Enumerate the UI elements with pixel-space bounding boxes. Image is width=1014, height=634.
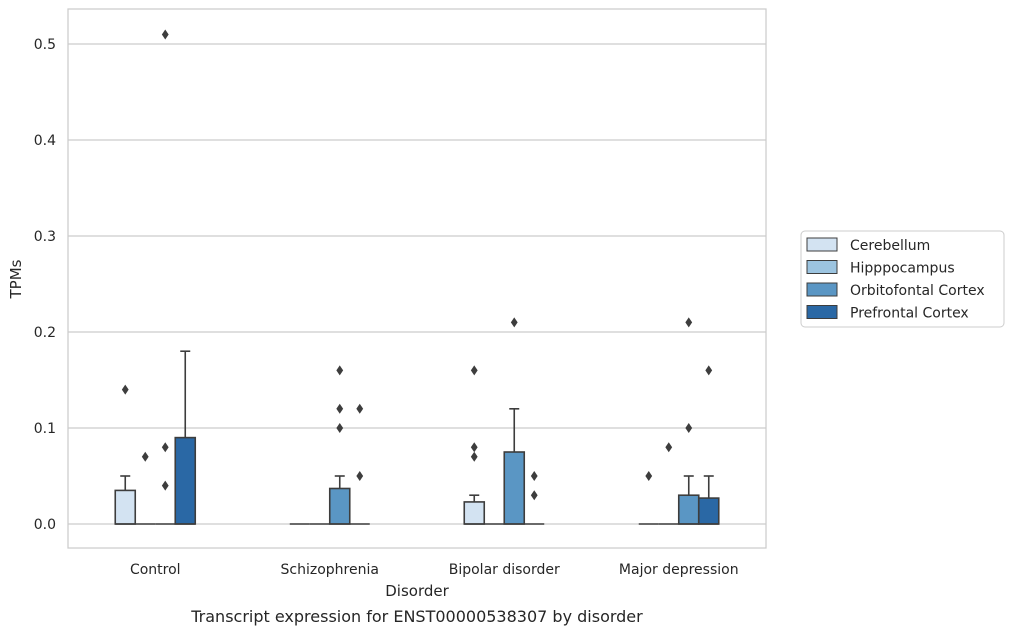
x-tick-label: Bipolar disorder (449, 562, 560, 578)
box-prefrontal-cortex (524, 471, 545, 525)
outlier-point (336, 365, 344, 376)
outlier-point (141, 451, 149, 462)
outlier-point (121, 384, 129, 395)
y-tick-label: 0.2 (34, 325, 56, 341)
box-body (503, 451, 526, 525)
box-body (697, 497, 720, 525)
legend-swatch (806, 282, 838, 297)
box-orbitofontal-cortex (503, 317, 526, 525)
outlier-point (161, 442, 169, 453)
outlier-point (470, 442, 478, 453)
y-tick-label: 0.5 (34, 37, 56, 53)
x-tick-label: Major depression (619, 562, 739, 578)
legend-label: Prefrontal Cortex (850, 306, 969, 322)
outlier-point (685, 423, 693, 434)
legend-swatch (806, 260, 838, 274)
box-body (114, 489, 137, 525)
box-body (328, 487, 351, 525)
legend: Cerebellum Hipppocampus Orbitofontal Corte… (800, 230, 1005, 328)
outlier-point (470, 365, 478, 376)
box-hipppocampus (135, 451, 156, 525)
chart-caption: Transcript expression for ENST0000053830… (190, 607, 643, 626)
box-body (463, 501, 486, 525)
legend-label: Cerebellum (850, 238, 930, 254)
outlier-point (470, 451, 478, 462)
box-cerebellum (638, 471, 659, 525)
plot-frame (67, 8, 767, 549)
box-orbitofontal-cortex (155, 29, 176, 525)
box-cerebellum (114, 384, 137, 525)
box-prefrontal-cortex (349, 403, 370, 525)
outlier-point (530, 490, 538, 501)
box-hipppocampus (658, 442, 679, 525)
outlier-point (356, 403, 364, 414)
legend-swatch (806, 237, 838, 252)
x-axis-label: Disorder (385, 582, 449, 600)
outlier-point (645, 471, 653, 482)
outlier-point (161, 29, 169, 40)
box-prefrontal-cortex (174, 350, 197, 525)
outlier-point (705, 365, 713, 376)
plot-area (114, 29, 720, 525)
outlier-point (336, 403, 344, 414)
outlier-point (665, 442, 673, 453)
outlier-point (336, 423, 344, 434)
axes: 0.0 0.1 0.2 0.3 0.4 0.5 Control Schizophrenia Bi… (34, 37, 739, 578)
y-tick-label: 0.0 (34, 517, 56, 533)
box-cerebellum (463, 365, 486, 525)
outlier-point (356, 471, 364, 482)
box-prefrontal-cortex (697, 365, 720, 525)
legend-label: Hipppocampus (850, 261, 955, 277)
y-tick-label: 0.4 (34, 133, 56, 149)
legend-swatch (806, 305, 838, 319)
legend-frame (800, 230, 1005, 328)
outlier-point (530, 471, 538, 482)
y-tick-label: 0.1 (34, 421, 56, 437)
box-body (174, 436, 197, 525)
x-tick-label: Control (130, 562, 181, 578)
box-body (677, 494, 700, 525)
y-axis-label: TPMs (7, 259, 25, 299)
x-tick-label: Schizophrenia (281, 562, 379, 578)
y-tick-label: 0.3 (34, 229, 56, 245)
outlier-point (161, 480, 169, 491)
box-orbitofontal-cortex (328, 365, 351, 525)
outlier-point (685, 317, 693, 328)
legend-label: Orbitofontal Cortex (850, 283, 985, 299)
outlier-point (510, 317, 518, 328)
